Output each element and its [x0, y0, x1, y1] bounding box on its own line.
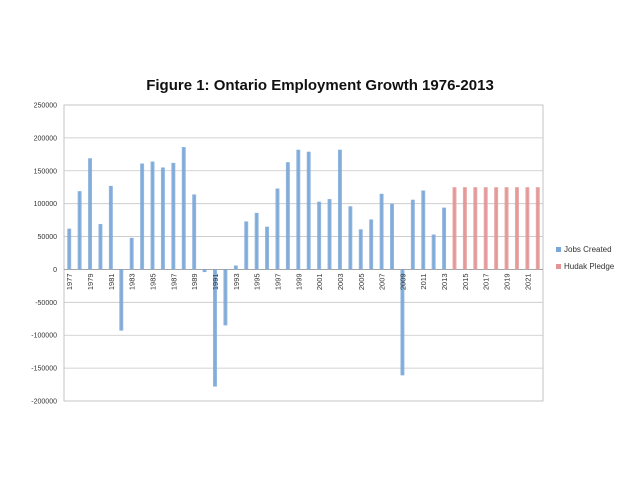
bar-jobs-created — [369, 219, 374, 270]
y-tick-label: 200000 — [34, 135, 57, 142]
x-tick-label: 2001 — [315, 273, 324, 290]
bar-jobs-created — [202, 269, 207, 273]
y-tick-label: -200000 — [31, 399, 57, 406]
bar-jobs-created — [400, 269, 405, 376]
x-tick-label: 1997 — [273, 273, 282, 290]
bar-jobs-created — [431, 234, 436, 270]
bar-jobs-created — [150, 161, 155, 270]
bar-jobs-created — [348, 206, 353, 270]
y-tick-label: -150000 — [31, 366, 57, 373]
x-tick-label: 2003 — [336, 273, 345, 290]
bar-hudak-pledge — [535, 187, 540, 270]
bar-jobs-created — [77, 191, 82, 270]
y-tick-label: 50000 — [38, 234, 58, 241]
bar-jobs-created — [379, 193, 384, 270]
legend: Jobs Created Hudak Pledge — [556, 241, 614, 275]
x-tick-label: 1989 — [190, 273, 199, 290]
x-tick-label: 1995 — [253, 273, 262, 290]
x-tick-label: 1979 — [86, 273, 95, 290]
bar-jobs-created — [358, 229, 363, 270]
bar-hudak-pledge — [525, 187, 530, 270]
x-tick-label: 2009 — [398, 273, 407, 290]
x-tick-label: 2019 — [503, 273, 512, 290]
bar-jobs-created — [327, 199, 332, 270]
bar-jobs-created — [317, 201, 322, 270]
y-tick-label: -50000 — [35, 300, 57, 307]
bar-hudak-pledge — [514, 187, 519, 270]
bar-jobs-created — [181, 147, 186, 270]
bar-jobs-created — [108, 185, 113, 270]
bar-jobs-created — [410, 199, 415, 270]
bar-hudak-pledge — [452, 187, 457, 270]
bar-hudak-pledge — [494, 187, 499, 270]
x-tick-label: 2013 — [440, 273, 449, 290]
bar-jobs-created — [244, 221, 249, 270]
legend-item-jobs-created: Jobs Created — [556, 241, 614, 258]
x-tick-label: 2021 — [523, 273, 532, 290]
x-tick-label: 1981 — [107, 273, 116, 290]
y-tick-label: 100000 — [34, 201, 57, 208]
x-tick-label: 1983 — [128, 273, 137, 290]
x-tick-label: 1987 — [169, 273, 178, 290]
bar-jobs-created — [129, 237, 134, 270]
bar-jobs-created — [171, 162, 176, 270]
plot-frame — [63, 104, 544, 402]
bar-jobs-created — [98, 224, 103, 270]
bar-jobs-created — [233, 265, 238, 270]
bar-jobs-created — [254, 212, 259, 270]
bar-jobs-created — [275, 188, 280, 270]
bar-jobs-created — [192, 194, 197, 270]
legend-swatch-jobs-created — [556, 247, 561, 252]
bar-jobs-created — [212, 269, 217, 387]
bar-jobs-created — [119, 269, 124, 331]
bar-hudak-pledge — [504, 187, 509, 270]
bar-jobs-created — [296, 149, 301, 270]
bar-hudak-pledge — [462, 187, 467, 270]
bar-jobs-created — [88, 158, 93, 270]
bar-jobs-created — [337, 149, 342, 270]
x-tick-label: 1993 — [232, 273, 241, 290]
bar-jobs-created — [67, 228, 72, 270]
bar-jobs-created — [265, 226, 270, 270]
x-tick-label: 2007 — [378, 273, 387, 290]
x-tick-label: 1991 — [211, 273, 220, 290]
x-tick-label: 2017 — [482, 273, 491, 290]
bar-jobs-created — [421, 190, 426, 270]
bar-hudak-pledge — [473, 187, 478, 270]
legend-label-jobs-created: Jobs Created — [564, 245, 612, 254]
y-tick-label: 150000 — [34, 168, 57, 175]
x-tick-label: 1977 — [65, 273, 74, 290]
y-tick-label: -100000 — [31, 333, 57, 340]
legend-swatch-hudak-pledge — [556, 264, 561, 269]
bar-jobs-created — [223, 269, 228, 326]
x-tick-label: 1985 — [149, 273, 158, 290]
legend-item-hudak-pledge: Hudak Pledge — [556, 258, 614, 275]
bar-jobs-created — [306, 151, 311, 270]
y-tick-label: 250000 — [34, 103, 57, 110]
bar-jobs-created — [442, 207, 447, 270]
x-tick-label: 2005 — [357, 273, 366, 290]
legend-label-hudak-pledge: Hudak Pledge — [564, 262, 615, 271]
y-tick-label: 0 — [53, 267, 57, 274]
chart-title: Figure 1: Ontario Employment Growth 1976… — [146, 77, 494, 94]
bar-jobs-created — [285, 162, 290, 270]
x-tick-label: 2015 — [461, 273, 470, 290]
bar-hudak-pledge — [483, 187, 488, 270]
bar-jobs-created — [160, 167, 165, 270]
x-tick-label: 2011 — [419, 273, 428, 289]
bar-jobs-created — [390, 203, 395, 270]
x-tick-label: 1999 — [294, 273, 303, 290]
bar-jobs-created — [140, 163, 145, 270]
